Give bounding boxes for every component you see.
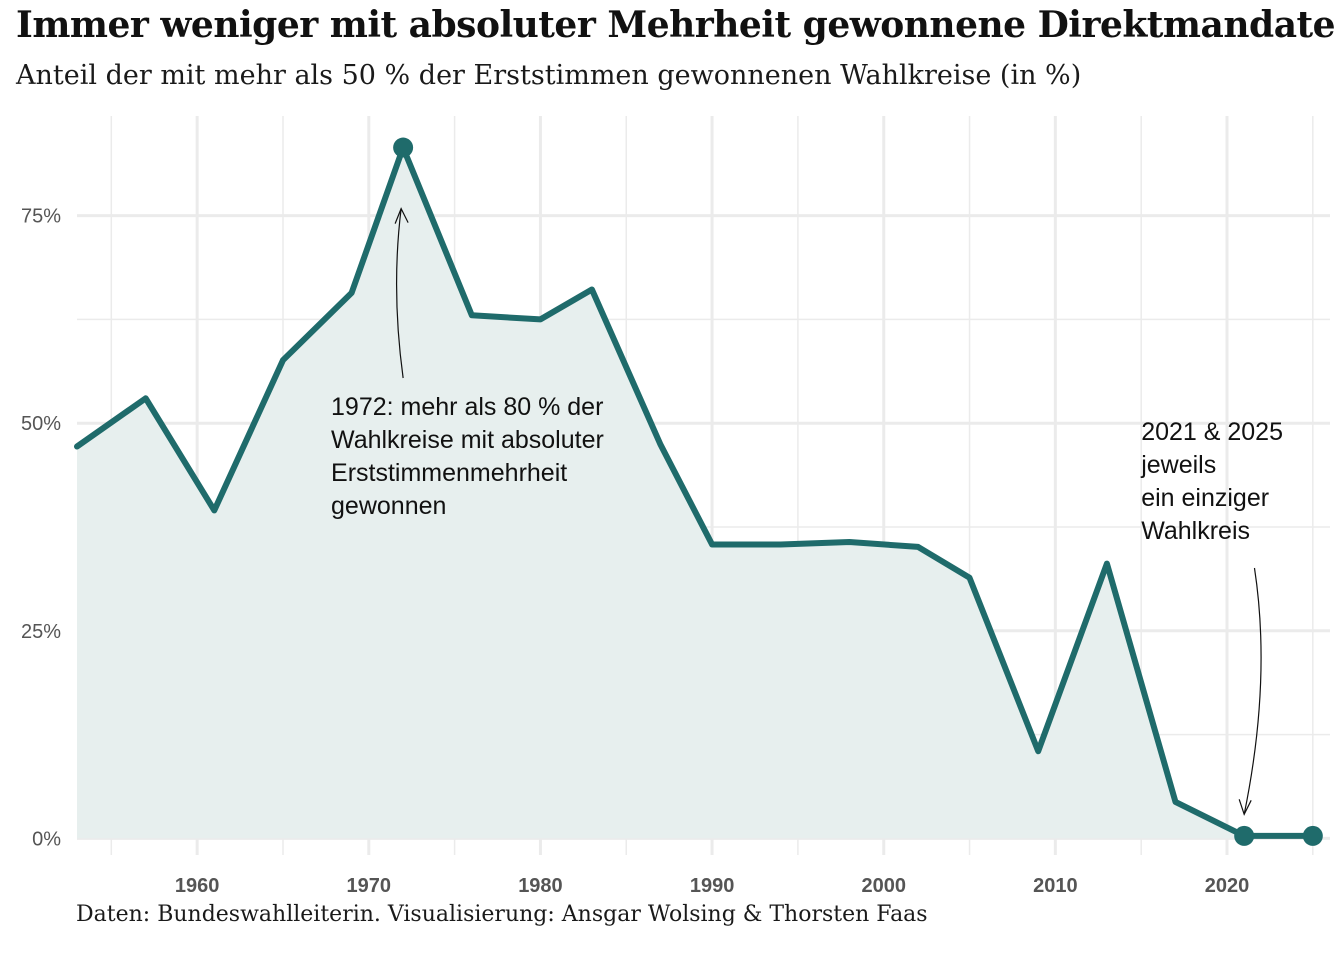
annotation-1972-line: Erststimmenmehrheit: [331, 459, 567, 487]
annotation-arrowhead-2021: [1238, 799, 1252, 816]
chart-subtitle: Anteil der mit mehr als 50 % der Erststi…: [16, 60, 1082, 91]
annotation-2021-line: Wahlkreis: [1141, 517, 1250, 545]
annotation-arrow-2021: [1243, 567, 1262, 815]
annotation-2021-line: ein einziger: [1141, 484, 1269, 512]
y-tick-label: 50%: [21, 413, 61, 435]
annotations: 1972: mehr als 80 % der Wahlkreise mit ab…: [331, 207, 1283, 816]
x-tick-label: 2010: [1033, 875, 1078, 897]
data-point-1972: [393, 137, 414, 158]
y-tick-label: 0%: [32, 828, 61, 850]
x-tick-label: 1980: [518, 875, 563, 897]
x-tick-label: 2020: [1205, 875, 1250, 897]
annotation-1972-line: Wahlkreise mit absoluter: [331, 426, 604, 454]
x-tick-label: 2000: [861, 875, 906, 897]
annotation-1972-line: gewonnen: [331, 492, 446, 520]
series-line: [74, 144, 1316, 839]
y-tick-label: 75%: [21, 206, 61, 228]
data-point-2025: [1302, 825, 1323, 846]
x-tick-label: 1990: [690, 875, 735, 897]
chart-title: Immer weniger mit absoluter Mehrheit gew…: [16, 4, 1336, 46]
data-point-2021: [1234, 825, 1255, 846]
annotation-arrowhead-1972: [394, 207, 409, 224]
area-fill: [77, 147, 1313, 839]
annotation-arrow-1972: [395, 208, 404, 379]
y-tick-label: 25%: [21, 621, 61, 643]
annotation-2021-line: jeweils: [1140, 451, 1216, 479]
annotation-1972-line: 1972: mehr als 80 % der: [331, 393, 603, 421]
axes: 0% 25% 50% 75% 1960 1970 1980 1990 2000 2010 2020: [21, 206, 1249, 897]
annotation-2021-line: 2021 & 2025: [1141, 418, 1283, 446]
highlight-points: [393, 137, 1323, 846]
x-tick-label: 1970: [347, 875, 392, 897]
x-tick-label: 1960: [175, 875, 220, 897]
chart-caption: Daten: Bundeswahlleiterin. Visualisierun…: [76, 902, 928, 927]
